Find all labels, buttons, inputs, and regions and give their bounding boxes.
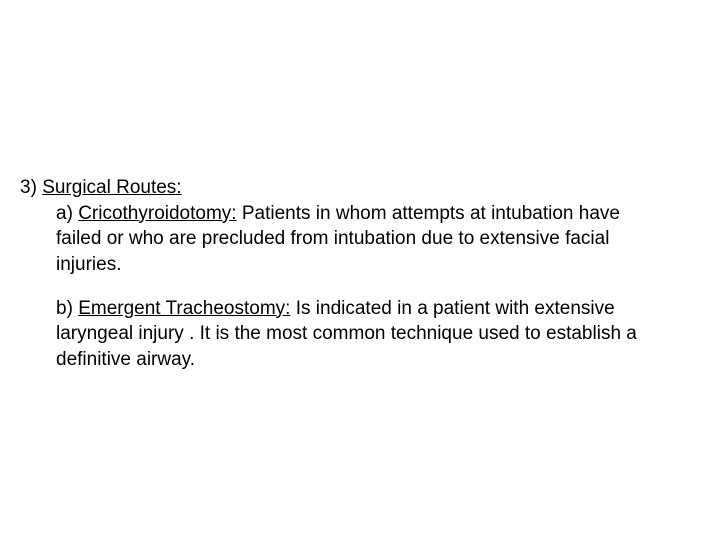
slide-content: 3) Surgical Routes: a) Cricothyroidotomy… <box>20 175 640 372</box>
section-block-a: 3) Surgical Routes: a) Cricothyroidotomy… <box>20 175 640 278</box>
item-a-label: a) <box>56 203 73 224</box>
item-b: b) Emergent Tracheostomy: Is indicated i… <box>20 296 640 373</box>
item-a: a) Cricothyroidotomy: Patients in whom a… <box>20 201 640 278</box>
section-heading-row: 3) Surgical Routes: <box>20 175 640 201</box>
item-a-title: Cricothyroidotomy: <box>78 203 236 224</box>
section-heading: Surgical Routes: <box>42 177 181 198</box>
section-number: 3) <box>20 177 37 198</box>
item-b-title: Emergent Tracheostomy: <box>78 298 290 319</box>
item-b-label: b) <box>56 298 73 319</box>
